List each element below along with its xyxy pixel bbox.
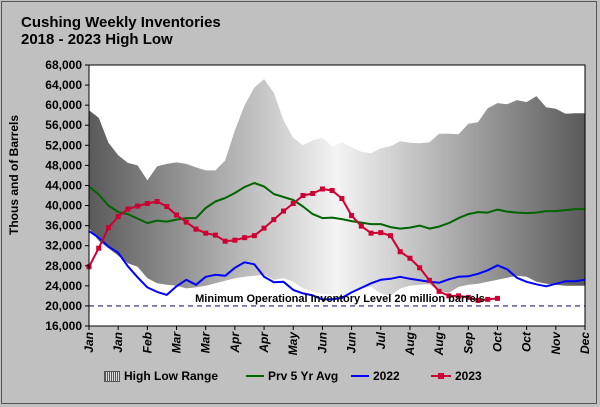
legend-label-avg: Prv 5 Yr Avg xyxy=(268,369,339,383)
point-2023 xyxy=(115,214,121,220)
point-2023 xyxy=(456,293,462,299)
point-2023 xyxy=(125,206,131,212)
point-2023 xyxy=(183,219,189,225)
x-tick-label: Aug xyxy=(403,331,417,356)
x-tick-label: Jan xyxy=(82,332,96,353)
legend-swatch-avg xyxy=(246,375,264,377)
x-tick-label: Nov xyxy=(549,331,563,355)
point-2023 xyxy=(232,237,238,243)
x-tick-label: Oct xyxy=(490,331,504,352)
legend-swatch-2023 xyxy=(431,373,451,379)
point-2023 xyxy=(310,190,316,196)
point-2023 xyxy=(300,193,306,198)
x-tick-label: Apr xyxy=(257,331,271,354)
point-2023 xyxy=(203,230,209,236)
point-2023 xyxy=(387,233,393,239)
point-2023 xyxy=(494,295,500,301)
point-2023 xyxy=(242,235,248,241)
point-2023 xyxy=(222,238,228,244)
x-tick-label: Mar xyxy=(170,331,184,354)
point-2023 xyxy=(96,245,102,251)
series-line-prv-5-yr-avg xyxy=(88,182,585,230)
legend-label-2023: 2023 xyxy=(455,369,482,383)
point-2023 xyxy=(319,186,325,192)
legend-swatch-range xyxy=(104,371,120,382)
x-tick-label: Oct xyxy=(520,331,534,352)
x-tick-label: May xyxy=(286,331,300,356)
x-tick-label: Apr xyxy=(228,331,242,354)
point-2023 xyxy=(417,265,423,271)
point-2023 xyxy=(105,225,111,231)
point-2023 xyxy=(281,208,287,214)
y-tick-label: 60,000 xyxy=(45,98,82,112)
y-tick-label: 24,000 xyxy=(45,279,82,293)
chart-title-line1: Cushing Weekly Inventories xyxy=(21,14,221,31)
point-2023 xyxy=(271,217,277,223)
point-2023 xyxy=(174,212,180,218)
x-tick-label: Jun xyxy=(345,332,359,353)
point-2023 xyxy=(135,203,141,209)
series-line-2022 xyxy=(88,230,586,301)
point-2023 xyxy=(358,223,364,229)
x-tick-label: Dec xyxy=(578,332,592,354)
y-tick-label: 36,000 xyxy=(45,219,82,233)
point-2023 xyxy=(164,204,170,210)
legend-swatch-2022 xyxy=(351,375,369,377)
high-low-range-band xyxy=(89,79,585,296)
point-2023 xyxy=(154,199,160,205)
y-tick-label: 16,000 xyxy=(45,319,82,333)
point-2023 xyxy=(212,232,218,238)
point-2023 xyxy=(485,296,491,302)
y-tick-label: 20,000 xyxy=(45,299,82,313)
x-tick-label: Jul xyxy=(374,331,388,349)
legend: High Low Range Prv 5 Yr Avg 2022 2023 xyxy=(0,368,600,384)
x-tick-label: Mar xyxy=(199,331,213,354)
legend-label-range: High Low Range xyxy=(124,369,218,383)
x-tick-label: Sep xyxy=(461,332,475,354)
point-2023 xyxy=(397,249,403,255)
y-tick-label: 52,000 xyxy=(45,138,82,152)
point-2023 xyxy=(144,201,150,207)
point-2023 xyxy=(436,288,442,294)
y-tick-label: 48,000 xyxy=(45,158,82,172)
point-2023 xyxy=(407,255,413,261)
y-tick-label: 68,000 xyxy=(45,58,82,72)
x-tick-label: Jun xyxy=(315,332,329,353)
point-2023 xyxy=(475,297,481,303)
y-tick-label: 56,000 xyxy=(45,118,82,132)
point-2023 xyxy=(339,196,345,202)
point-2023 xyxy=(465,294,471,300)
point-2023 xyxy=(329,187,335,193)
point-2023 xyxy=(368,230,374,236)
point-2023 xyxy=(349,213,355,219)
chart-title: Cushing Weekly Inventories 2018 - 2023 H… xyxy=(21,14,221,48)
x-tick-label: Jan xyxy=(111,332,125,353)
x-tick-label: Aug xyxy=(432,331,446,356)
y-tick-label: 64,000 xyxy=(45,78,82,92)
legend-label-2022: 2022 xyxy=(373,369,400,383)
y-tick-label: 28,000 xyxy=(45,259,82,273)
plot-border xyxy=(88,64,586,327)
y-tick-label: 40,000 xyxy=(45,199,82,213)
point-2023 xyxy=(251,233,257,239)
y-tick-label: 44,000 xyxy=(45,178,82,192)
min-level-annotation: Minimum Operational Inventory Level 20 m… xyxy=(195,293,485,305)
point-2023 xyxy=(426,277,432,283)
y-tick-label: 32,000 xyxy=(45,239,82,253)
point-2023 xyxy=(261,225,267,231)
chart-title-line2: 2018 - 2023 High Low xyxy=(21,31,173,48)
point-2023 xyxy=(378,230,384,236)
x-tick-label: Feb xyxy=(140,332,154,353)
point-2023 xyxy=(290,201,296,207)
point-2023 xyxy=(193,226,199,232)
point-2023 xyxy=(446,293,452,299)
